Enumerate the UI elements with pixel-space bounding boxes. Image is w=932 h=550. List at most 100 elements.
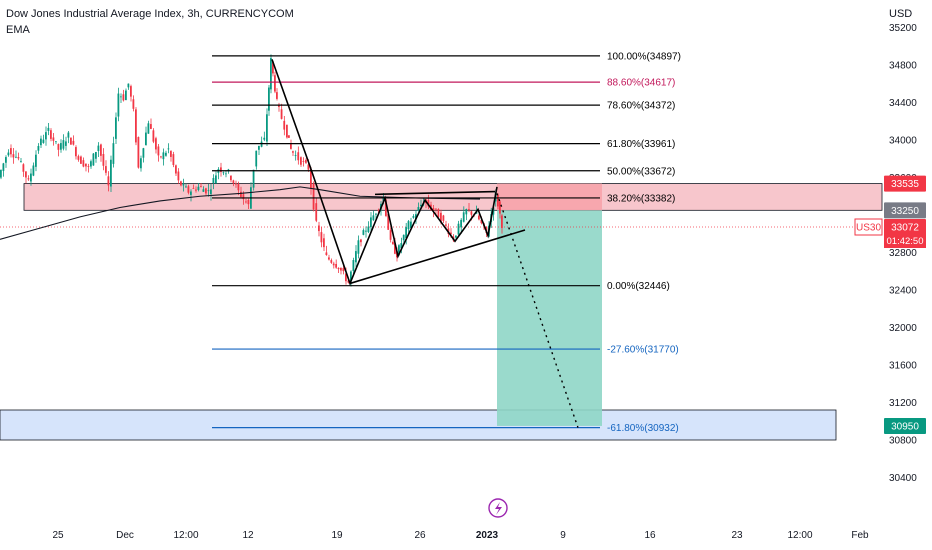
candle-body [32,165,35,176]
candle-body [255,150,258,167]
candle-body [80,156,82,164]
fib-level-label: 88.60%(34617) [607,78,675,89]
candle-body [205,188,207,194]
candle-body [357,240,360,254]
candle-body [330,260,333,263]
candle-body [82,160,85,167]
candle-body [50,130,52,139]
candle-body [345,273,347,282]
candle-body [47,127,50,131]
candle-body [315,203,318,221]
candle-body [190,191,192,195]
x-axis-tick: Dec [116,530,134,541]
lightning-icon[interactable] [488,498,508,518]
candle-body [283,120,286,130]
candle-body [117,93,120,117]
currency-unit: USD [889,8,913,20]
candle-body [445,224,447,226]
candle-body [7,152,10,156]
candle-body [292,151,294,153]
candle-body [157,146,160,156]
x-axis-tick: 23 [731,530,743,541]
candle-body [362,230,365,235]
candle-body [407,221,410,230]
y-axis-tick: 32400 [889,286,917,297]
candle-body [328,257,330,260]
candle-body [375,213,377,215]
candle-body [85,163,87,167]
triangle-bottom-line [349,229,526,285]
candle-body [337,267,340,270]
wave-line [271,59,498,286]
candle-body [320,232,323,243]
candle-body [27,178,30,180]
candle-body [187,186,190,193]
candle-body [115,117,117,139]
candle-body [272,61,274,74]
candle-body [12,154,15,158]
y-axis-tick: 30800 [889,436,917,447]
candle-body [402,234,405,241]
candle-body [200,186,202,188]
candle-body [323,238,325,248]
price-badge [884,417,926,434]
candle-body [177,171,180,181]
candle-body [127,83,130,88]
candle-body [220,167,222,172]
candle-body [398,245,400,255]
candle-body [72,140,75,145]
countdown-badge [884,234,926,248]
candle-body [90,161,92,167]
candle-body [202,189,205,192]
y-axis-tick: 30400 [889,473,917,484]
candle-body [107,176,110,186]
candle-body [302,161,305,162]
candle-body [55,141,57,143]
candle-body [20,160,22,162]
candle-body [57,144,60,150]
candle-body [492,207,495,215]
candle-body [307,164,310,170]
price-badges: 33535 33250 33072 30950 01:42:50 US30 [854,175,926,434]
candle-body [242,194,245,200]
candle-body [147,123,150,134]
candle-body [160,156,162,158]
candle-body [165,152,167,156]
fib-level-label: 100.00%(34897) [607,51,681,62]
indicator-label[interactable]: EMA [6,24,30,36]
candle-body [185,186,187,188]
candle-body [417,206,420,211]
candle-body [335,264,337,268]
candle-body [120,96,122,98]
candle-body [182,183,185,186]
candle-body [288,135,290,138]
candle-body [95,152,97,159]
candle-body [394,243,396,254]
candle-body [35,154,37,167]
candle-body [210,189,212,195]
candle-body [175,165,177,174]
candle-body [25,171,27,178]
candle-body [155,138,157,150]
candle-body [110,159,112,187]
x-axis-tick: 2023 [476,530,499,541]
fib-layer: 100.00%(34897) 88.60%(34617) 78.60%(34372)… [212,51,681,434]
chart-title: Dow Jones Industrial Average Index, 3h, … [6,8,294,20]
candle-body [100,144,102,156]
x-axis-tick: 25 [52,530,64,541]
candle-body [22,164,25,172]
candle-body [372,215,375,221]
drawings-layer [271,59,579,428]
candle-body [222,172,225,174]
candle-body [237,183,240,191]
candle-body [130,86,132,97]
candle-body [342,267,345,272]
candle-body [305,159,307,163]
candle-body [263,137,266,140]
candle-body [389,230,392,240]
candle-body [230,175,232,181]
candle-body [347,280,350,283]
candle-body [10,148,12,155]
x-axis-tick: 9 [560,530,566,541]
